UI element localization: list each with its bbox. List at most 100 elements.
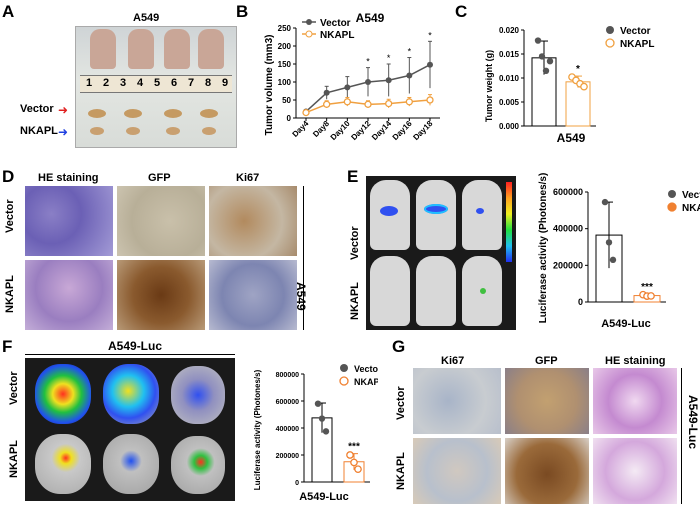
- data-point: [318, 415, 326, 422]
- histology-image: [593, 438, 677, 504]
- data-point: [323, 100, 331, 108]
- data-point: [542, 67, 550, 74]
- legend-label: Vector: [354, 364, 378, 374]
- data-point: [323, 89, 330, 96]
- side-label: A549: [294, 282, 308, 311]
- x-tick-label: Day10: [329, 119, 352, 142]
- data-point: [354, 465, 362, 474]
- ruler-digit: 5: [154, 77, 161, 89]
- mouse-image: [90, 29, 116, 69]
- side-label: A549-Luc: [686, 395, 700, 450]
- histology-image: [505, 438, 589, 504]
- mouse-image: [370, 256, 410, 326]
- y-tick-label: 600000: [276, 399, 299, 406]
- panel-label-d: D: [2, 167, 15, 186]
- histology-image: [117, 260, 205, 330]
- y-tick-label: 150: [278, 60, 292, 69]
- mouse-image: [416, 256, 456, 326]
- ruler-digit: 6: [171, 77, 178, 89]
- row-label-nkapl: NKAPL: [395, 452, 407, 490]
- y-tick-label: 200000: [553, 260, 583, 270]
- signal-spot: [380, 206, 398, 216]
- ruler-digit: 4: [137, 77, 144, 89]
- data-point: [314, 400, 322, 407]
- bar: [595, 234, 623, 303]
- signal-spot: [480, 288, 486, 294]
- legend: Vector NKAPL: [667, 190, 700, 214]
- panel-label-g: G: [392, 337, 406, 356]
- x-axis-label: A549-Luc: [601, 318, 651, 330]
- red-arrow-icon: ➜: [58, 103, 69, 117]
- data-point: [405, 98, 413, 106]
- data-point: [426, 96, 434, 104]
- tumor-sample: [124, 109, 142, 118]
- significance-mark: ***: [641, 282, 653, 293]
- mouse-image: [462, 180, 502, 250]
- y-tick-label: 50: [282, 96, 291, 105]
- mouse-image: [416, 180, 456, 250]
- y-tick-label: 200000: [276, 453, 299, 460]
- organ-image: [171, 436, 225, 494]
- legend-marker: [339, 376, 349, 386]
- data-point: [647, 292, 655, 300]
- y-tick-label: 0.010: [499, 74, 520, 83]
- legend-label: NKAPL: [354, 377, 378, 387]
- col-header: Ki67: [236, 172, 260, 184]
- signal-spot: [424, 204, 448, 214]
- mouse-image: [164, 29, 190, 69]
- mouse-image: [128, 29, 154, 69]
- legend-label: Vector: [620, 26, 651, 37]
- divider: [681, 368, 682, 504]
- tumor-sample: [164, 109, 182, 118]
- data-point: [344, 84, 351, 91]
- x-tick-label: Day16: [391, 119, 414, 142]
- data-point: [580, 82, 588, 91]
- x-tick-label: Day12: [349, 119, 372, 142]
- legend-label: NKAPL: [620, 39, 654, 50]
- tumor-sample: [126, 127, 140, 135]
- y-tick-label: 400000: [276, 426, 299, 433]
- data-point: [343, 98, 351, 106]
- legend-marker: [306, 19, 312, 25]
- legend-marker: [667, 202, 677, 212]
- y-tick-label: 600000: [553, 187, 583, 197]
- data-point: [605, 239, 613, 246]
- y-axis-label: Tumor weight (g): [484, 50, 494, 122]
- data-point: [534, 37, 542, 44]
- ruler-digit: 9: [222, 77, 229, 89]
- bioluminescence-images: [366, 176, 516, 330]
- mouse-image: [198, 29, 224, 69]
- data-point: [302, 108, 310, 117]
- significance-mark: *: [576, 64, 580, 75]
- data-point: [322, 428, 330, 435]
- histology-image: [413, 368, 501, 434]
- data-point: [406, 72, 413, 79]
- x-tick-label: Day18: [411, 119, 434, 142]
- y-tick-label: 200: [278, 42, 292, 51]
- organ-image: [35, 364, 91, 424]
- y-tick-label: 0: [578, 297, 583, 307]
- legend-label: Vector: [682, 190, 700, 201]
- ruler-digit: 7: [188, 77, 195, 89]
- panel-label-c: C: [455, 2, 468, 21]
- tumor-sample: [88, 109, 106, 118]
- col-header: GFP: [148, 172, 171, 184]
- histology-image: [25, 186, 113, 256]
- panel-label-f: F: [2, 337, 13, 356]
- organ-image: [103, 364, 159, 424]
- histology-image: [505, 368, 589, 434]
- y-tick-label: 250: [278, 24, 292, 33]
- legend-marker: [668, 190, 676, 198]
- col-header: Ki67: [441, 355, 465, 367]
- chart-c: Tumor weight (g) A549 0.000 0.005 0.010 0.0…: [484, 26, 654, 145]
- row-label-vector: Vector: [4, 199, 16, 233]
- row-label-nkapl: NKAPL: [349, 282, 361, 320]
- organ-image: [171, 366, 225, 424]
- chart-f: Luciferase activity (Photones/s) A549-Lu…: [253, 364, 378, 503]
- legend-marker: [605, 38, 615, 48]
- panel-label-a: A: [2, 2, 15, 21]
- color-scale-bar: [506, 182, 512, 262]
- data-point: [609, 256, 617, 264]
- data-point: [385, 99, 393, 108]
- y-tick-label: 0.005: [499, 98, 520, 107]
